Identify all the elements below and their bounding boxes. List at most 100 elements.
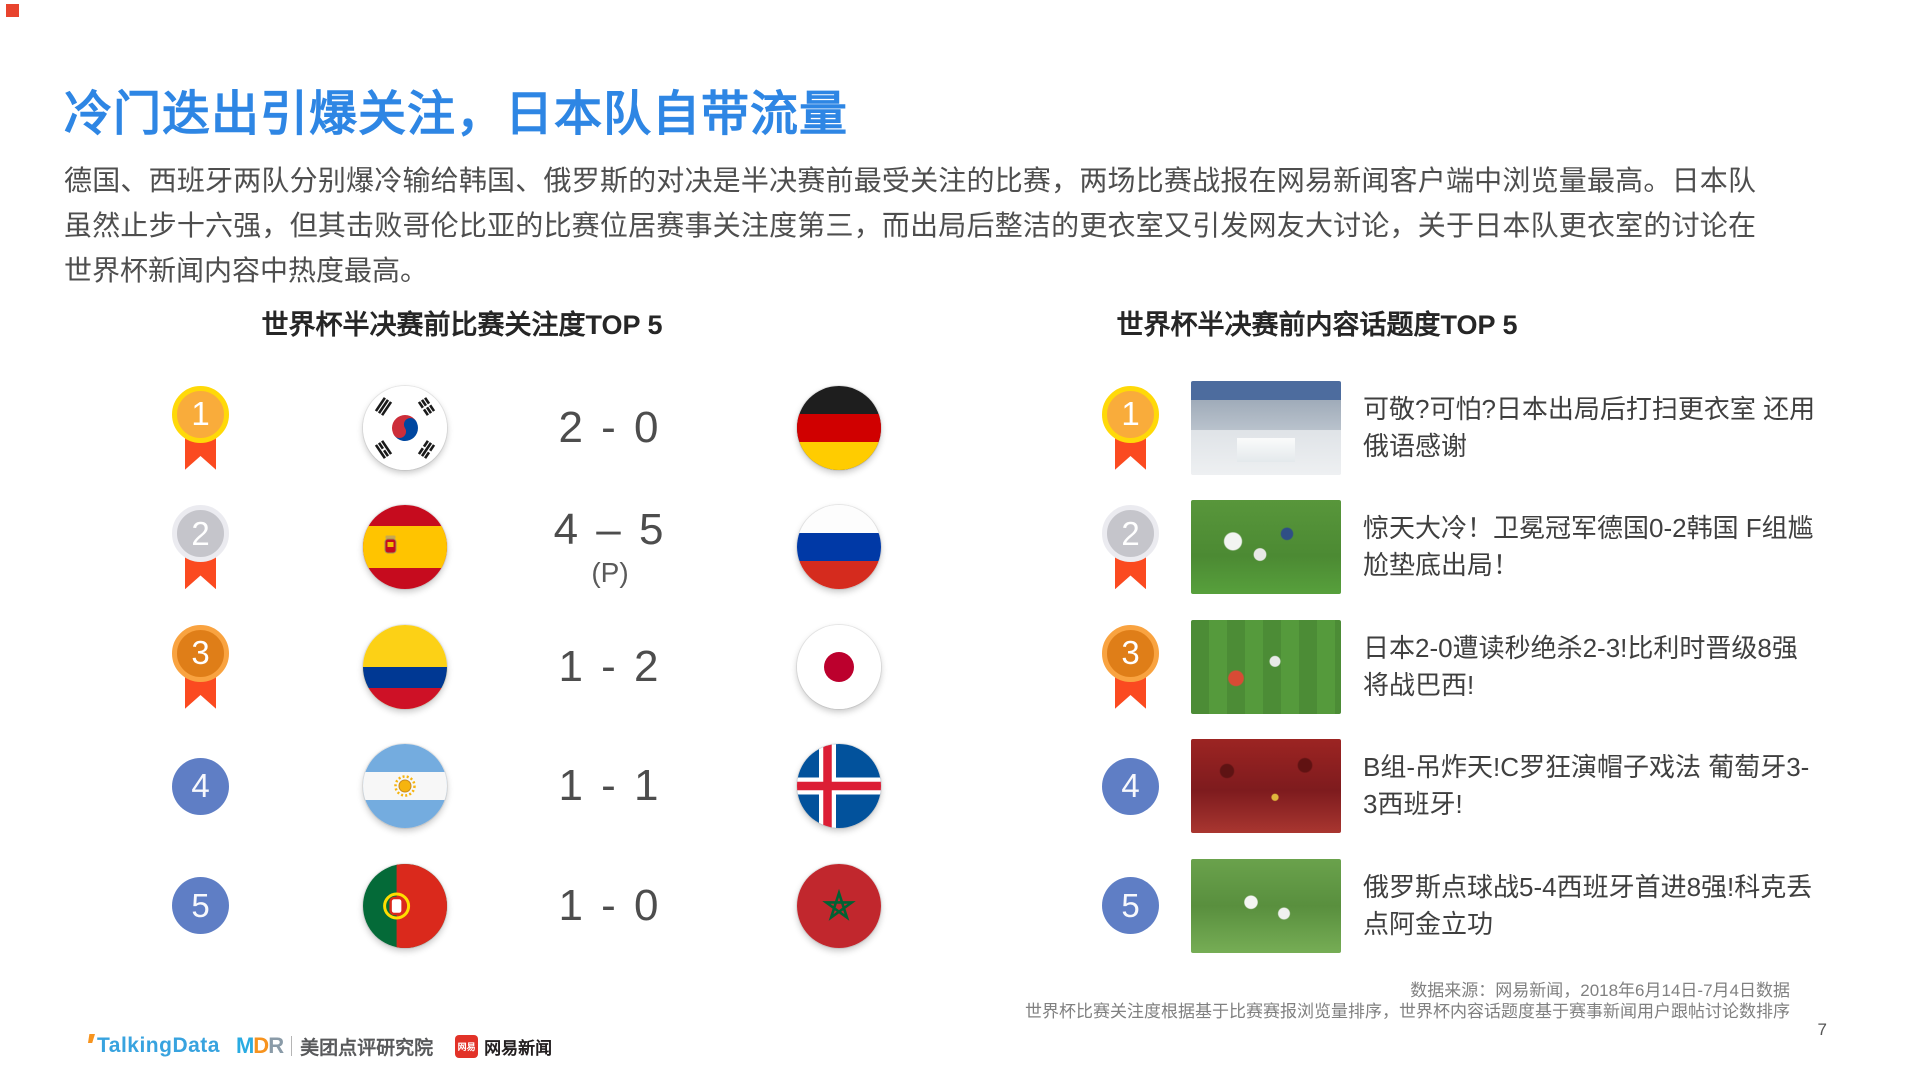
medal-disc: 2	[172, 505, 229, 563]
mdr-letter-d: D	[253, 1033, 269, 1058]
penalty-note: (P)	[591, 556, 629, 588]
rank-number: 2	[191, 514, 210, 552]
rank-medal-cell: 1	[1102, 385, 1159, 470]
rank-4-medal: 4	[172, 757, 229, 815]
flag-iceland-icon	[797, 744, 881, 829]
match-row: 2 4 – 5 (P)	[172, 488, 881, 608]
rank-medal-cell: 3	[1102, 624, 1159, 709]
rank-number: 1	[191, 395, 210, 433]
left-section-header: 世界杯半决赛前比赛关注度TOP 5	[261, 310, 663, 340]
medal-disc: 1	[1102, 385, 1159, 443]
flag-morocco-icon	[797, 863, 881, 948]
rank-number: 2	[1121, 514, 1140, 552]
rank-2-medal: 2	[1102, 505, 1159, 590]
data-source-note: 数据来源：网易新闻，2018年6月14日-7月4日数据 世界杯比赛关注度根据基于…	[1025, 980, 1790, 1022]
topic-row: 1 可敬?可怕?日本出局后打扫更衣室 还用俄语感谢	[1102, 368, 1823, 488]
rank-number: 5	[1121, 886, 1140, 924]
topic-thumbnail-japan-locker-room	[1191, 380, 1341, 475]
rank-4-medal: 4	[1102, 757, 1159, 815]
rank-1-medal: 1	[1102, 385, 1159, 470]
topic-headline: 可敬?可怕?日本出局后打扫更衣室 还用俄语感谢	[1363, 393, 1816, 461]
topic-thumbnail-japan-belgium-match	[1191, 619, 1341, 714]
rank-number: 5	[191, 886, 210, 924]
rank-medal-cell: 5	[1102, 877, 1159, 935]
match-row: 1 2 - 0	[172, 368, 881, 488]
flag-south-korea-icon	[363, 385, 447, 470]
medal-disc: 5	[1102, 877, 1159, 935]
rank-medal-cell: 5	[172, 877, 229, 935]
rank-medal-cell: 1	[172, 385, 229, 470]
meituan-research-logo-text: 美团点评研究院	[300, 1037, 434, 1059]
medal-disc: 3	[1102, 624, 1159, 682]
topic-ranking-list: 1 可敬?可怕?日本出局后打扫更衣室 还用俄语感谢 2 惊天大冷！卫冕冠军德国0…	[1102, 368, 1823, 966]
match-score: 1 - 0	[558, 880, 662, 930]
match-score: 1 - 2	[558, 641, 662, 691]
intro-paragraph: 德国、西班牙两队分别爆冷输给韩国、俄罗斯的对决是半决赛前最受关注的比赛，两场比赛…	[64, 165, 1756, 286]
topic-headline: B组-吊炸天!C罗狂演帽子戏法 葡萄牙3-3西班牙!	[1363, 752, 1810, 820]
rank-medal-cell: 4	[172, 757, 229, 815]
topic-headline: 惊天大冷！卫冕冠军德国0-2韩国 F组尴尬垫底出局！	[1363, 513, 1814, 581]
rank-medal-cell: 3	[172, 624, 229, 709]
medal-disc: 4	[1102, 757, 1159, 815]
match-ranking-list: 1 2 - 0 2 4 – 5 (P) 3	[172, 368, 881, 966]
rank-medal-cell: 2	[172, 505, 229, 590]
talkingdata-logo-text: TalkingData	[97, 1034, 220, 1057]
source-line-2: 世界杯比赛关注度根据基于比赛赛报浏览量排序，世界杯内容话题度基于赛事新闻用户跟帖…	[1025, 1002, 1790, 1021]
topic-row: 2 惊天大冷！卫冕冠军德国0-2韩国 F组尴尬垫底出局！	[1102, 488, 1823, 608]
flag-spain-icon	[363, 505, 447, 590]
rank-medal-cell: 4	[1102, 757, 1159, 815]
rank-number: 3	[191, 634, 210, 672]
topic-thumbnail-germany-korea-match	[1191, 500, 1341, 595]
rank-1-medal: 1	[172, 385, 229, 470]
talkingdata-tick-icon	[88, 1034, 95, 1043]
rank-5-medal: 5	[172, 877, 229, 935]
match-score: 4 – 5	[553, 505, 667, 555]
match-score: 1 - 1	[558, 761, 662, 811]
rank-number: 4	[1121, 767, 1140, 805]
mdr-letter-m: M	[235, 1033, 254, 1058]
medal-disc: 4	[172, 757, 229, 815]
corner-mark	[6, 4, 19, 17]
flag-argentina-icon	[363, 744, 447, 829]
topic-row: 3 日本2-0遭读秒绝杀2-3!比利时晋级8强将战巴西!	[1102, 607, 1823, 727]
match-row: 5 1 - 0	[172, 846, 881, 966]
flag-colombia-icon	[363, 624, 447, 709]
rank-3-medal: 3	[1102, 624, 1159, 709]
flag-russia-icon	[797, 505, 881, 590]
rank-number: 1	[1121, 395, 1140, 433]
rank-number: 3	[1121, 634, 1140, 672]
netease-badge-icon: 网易	[455, 1034, 479, 1058]
rank-5-medal: 5	[1102, 877, 1159, 935]
rank-number: 4	[191, 767, 210, 805]
medal-disc: 2	[1102, 505, 1159, 563]
rank-2-medal: 2	[172, 505, 229, 590]
talkingdata-logo: TalkingData	[88, 1034, 220, 1058]
flag-germany-icon	[797, 385, 881, 470]
flag-portugal-icon	[363, 863, 447, 948]
source-line-1: 数据来源：网易新闻，2018年6月14日-7月4日数据	[1410, 981, 1790, 1000]
topic-row: 5 俄罗斯点球战5-4西班牙首进8强!科克丢点阿金立功	[1102, 846, 1823, 966]
rank-3-medal: 3	[172, 624, 229, 709]
match-score: 2 - 0	[558, 402, 662, 452]
topic-headline: 俄罗斯点球战5-4西班牙首进8强!科克丢点阿金立功	[1363, 871, 1813, 939]
topic-headline: 日本2-0遭读秒绝杀2-3!比利时晋级8强将战巴西!	[1363, 632, 1798, 700]
topic-thumbnail-portugal-fans	[1191, 739, 1341, 834]
page-title: 冷门迭出引爆关注，日本队自带流量	[64, 88, 849, 141]
rank-medal-cell: 2	[1102, 505, 1159, 590]
topic-row: 4 B组-吊炸天!C罗狂演帽子戏法 葡萄牙3-3西班牙!	[1102, 727, 1823, 847]
mdr-letter-r: R	[268, 1033, 284, 1058]
topic-thumbnail-russia-spain-match	[1191, 858, 1341, 953]
match-row: 4 1 - 1	[172, 727, 881, 847]
medal-disc: 5	[172, 877, 229, 935]
logo-divider	[291, 1036, 293, 1056]
right-section-header: 世界杯半决赛前内容话题度TOP 5	[1116, 310, 1518, 340]
netease-news-logo-text: 网易新闻	[484, 1038, 553, 1058]
flag-japan-icon	[797, 624, 881, 709]
medal-disc: 3	[172, 624, 229, 682]
medal-disc: 1	[172, 385, 229, 443]
match-row: 3 1 - 2	[172, 607, 881, 727]
page-number: 7	[1817, 1020, 1827, 1039]
